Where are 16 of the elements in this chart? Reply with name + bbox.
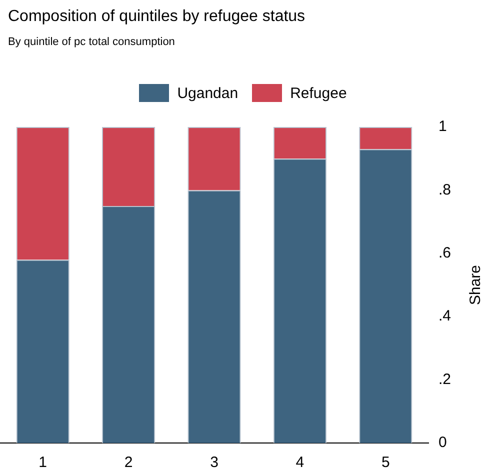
chart-subtitle: By quintile of pc total consumption	[8, 36, 175, 48]
x-tick-label: 5	[381, 454, 390, 472]
legend-label: Refugee	[290, 84, 347, 102]
x-tick-label: 1	[38, 454, 48, 472]
y-tick-label: 1	[438, 118, 447, 136]
y-tick-label: .2	[438, 370, 452, 388]
y-tick-label: 0	[438, 434, 447, 452]
x-tick-label: 2	[124, 454, 133, 472]
y-tick-label: .4	[438, 308, 452, 325]
chart-title: Composition of quintiles by refugee status	[8, 8, 306, 26]
x-tick-label: 4	[296, 454, 304, 472]
x-tick-label: 3	[210, 454, 218, 472]
y-tick-label: .6	[438, 244, 452, 262]
y-axis-title: Share	[467, 264, 484, 306]
legend-label: Ugandan	[177, 84, 238, 102]
y-tick-label: .8	[438, 181, 452, 198]
